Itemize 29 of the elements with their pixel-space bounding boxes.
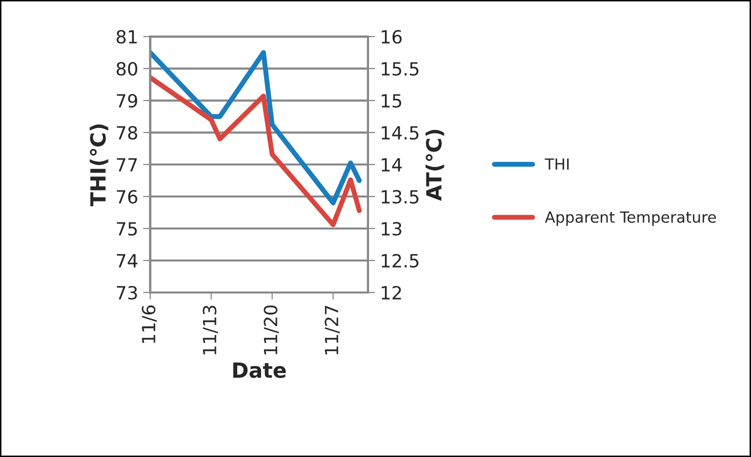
y2-tick-label: 15.5 bbox=[382, 62, 418, 76]
y-tick-label: 75 bbox=[116, 222, 137, 236]
line-series bbox=[150, 75, 362, 228]
x-tick-label: 11/27 bbox=[324, 306, 340, 354]
x-tick-label: 11/6 bbox=[142, 305, 157, 343]
y2-tick-label: 12 bbox=[382, 286, 401, 300]
y2-tick-label: 13.5 bbox=[382, 190, 418, 204]
y2-tick-label: 16 bbox=[382, 30, 402, 44]
y-tick-label: 77 bbox=[116, 158, 137, 172]
y2-tick-label: 14 bbox=[382, 158, 402, 172]
y2-tick-label: 14.5 bbox=[382, 126, 418, 140]
x-tick-label: 11/20 bbox=[264, 305, 279, 354]
x-axis-title: Date bbox=[233, 362, 286, 378]
y-tick-label: 78 bbox=[116, 126, 138, 140]
legend-label: Apparent Temperature bbox=[544, 212, 716, 226]
y2-tick-label: 15 bbox=[382, 94, 402, 108]
y2-tick-label: 12.5 bbox=[382, 254, 418, 268]
y-tick-label: 81 bbox=[116, 30, 137, 44]
legend-label: THI bbox=[544, 158, 569, 170]
y-tick-label: 76 bbox=[116, 190, 138, 204]
y-axis-title: THI(℃) bbox=[90, 124, 108, 206]
x-tick-label: 11/13 bbox=[202, 306, 218, 354]
y-tick-label: 80 bbox=[116, 62, 138, 76]
y2-tick-label: 13 bbox=[382, 222, 402, 236]
y-tick-label: 79 bbox=[116, 94, 138, 108]
line-series bbox=[150, 50, 362, 206]
y-tick-label: 74 bbox=[116, 254, 138, 268]
y-tick-label: 73 bbox=[116, 286, 137, 300]
y2-axis-title: AT(℃) bbox=[426, 130, 444, 201]
